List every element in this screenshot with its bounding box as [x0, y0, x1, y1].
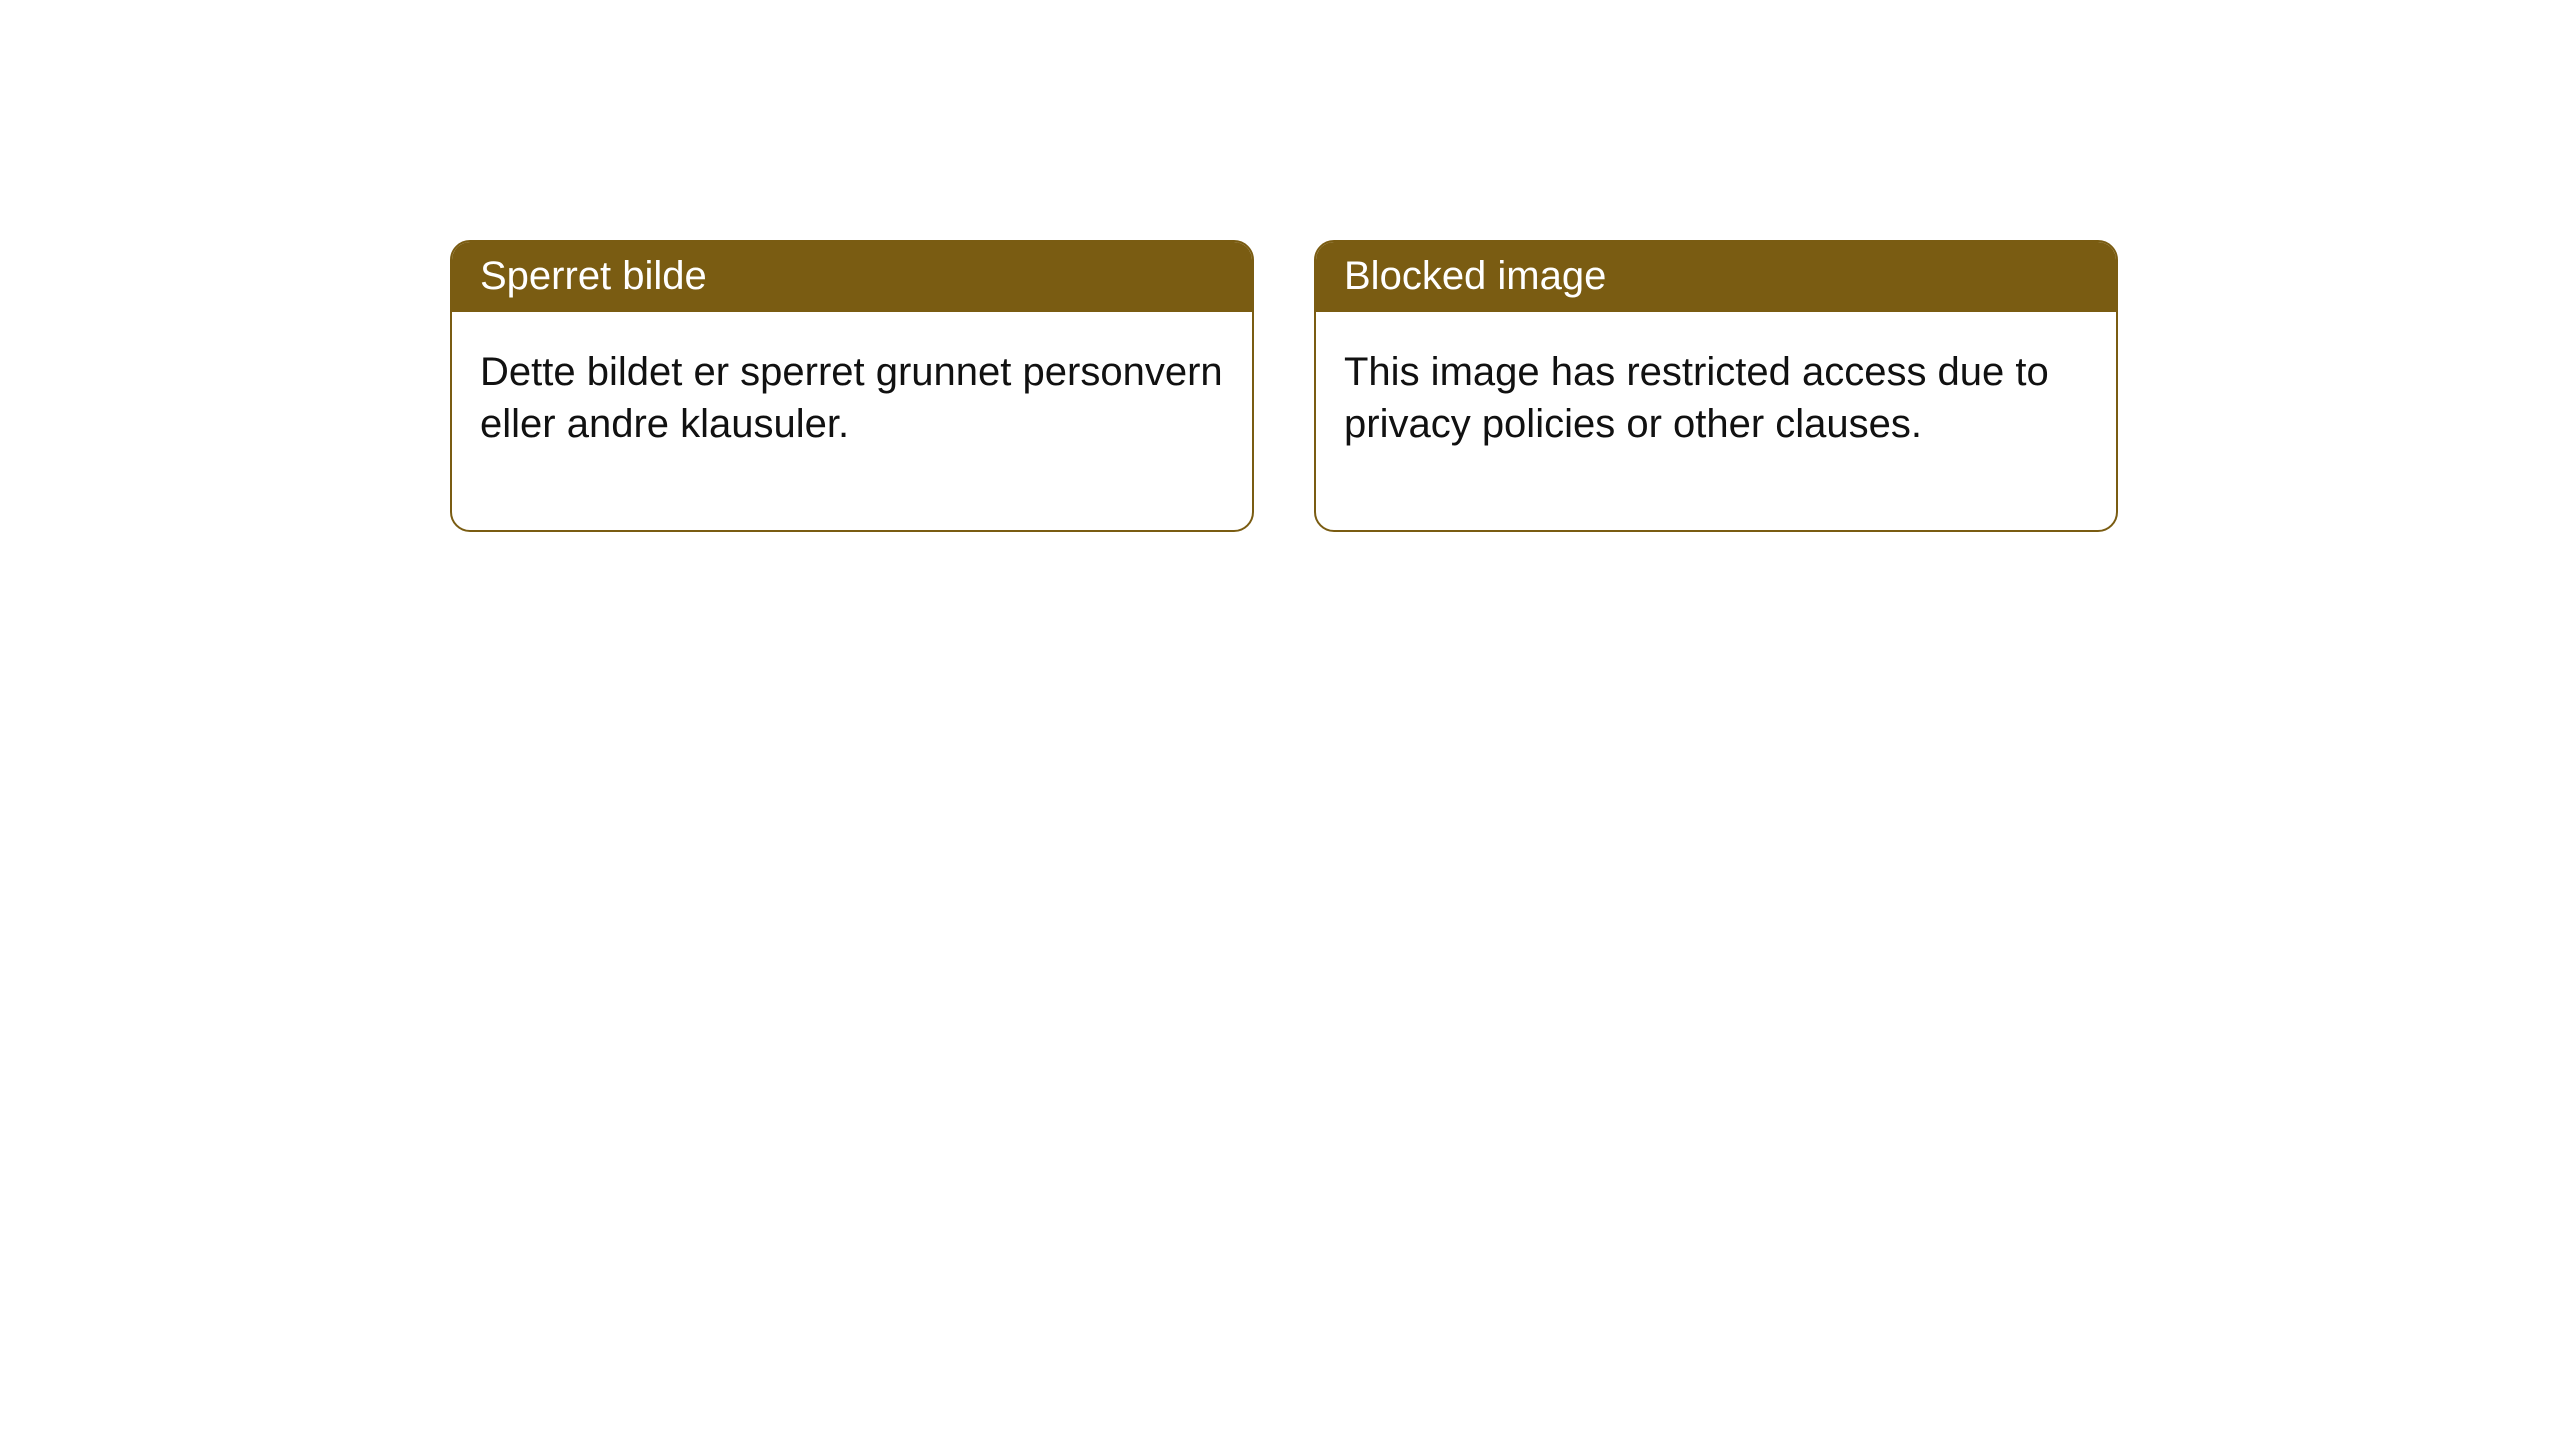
notice-cards-container: Sperret bilde Dette bildet er sperret gr…: [0, 0, 2560, 532]
notice-card-body: Dette bildet er sperret grunnet personve…: [452, 312, 1252, 530]
notice-card-body: This image has restricted access due to …: [1316, 312, 2116, 530]
notice-card-title: Blocked image: [1316, 242, 2116, 312]
notice-card-english: Blocked image This image has restricted …: [1314, 240, 2118, 532]
notice-card-title: Sperret bilde: [452, 242, 1252, 312]
notice-card-norwegian: Sperret bilde Dette bildet er sperret gr…: [450, 240, 1254, 532]
